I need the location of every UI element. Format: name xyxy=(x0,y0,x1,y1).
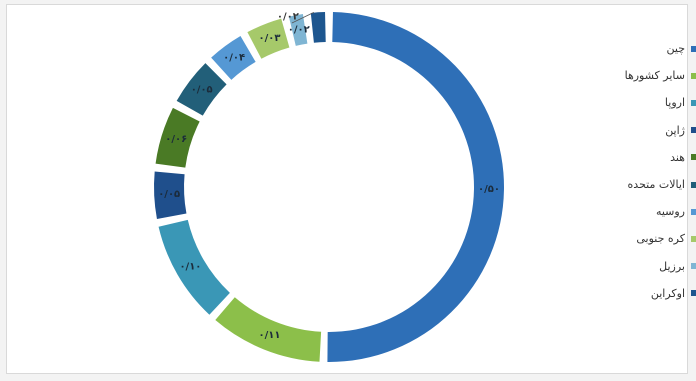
legend-label: کره جنوبی xyxy=(636,232,685,246)
leader-line xyxy=(291,11,315,24)
legend-swatch xyxy=(691,45,696,52)
legend-item-0[interactable]: چین xyxy=(607,35,696,62)
donut-slice-2[interactable] xyxy=(158,219,230,315)
data-label-8: ۰/۰۲ xyxy=(288,24,310,35)
donut-slice-4[interactable] xyxy=(155,107,200,168)
legend-label: روسیه xyxy=(655,205,685,219)
data-label-3: ۰/۰۵ xyxy=(158,189,180,200)
legend-label: هند xyxy=(670,150,685,164)
data-label-6: ۰/۰۴ xyxy=(223,53,245,64)
legend: چین سایر کشورها اروپا ژاپن هند ایالات متحده رو… xyxy=(607,35,696,307)
legend-label: سایر کشورها xyxy=(624,69,685,83)
data-label-1: ۰/۱۱ xyxy=(259,330,281,341)
donut-chart: ۰/۵۰ ۰/۱۱ ۰/۱۰ ۰/۰۵ ۰/۰۶ ۰/۰۵ ۰/۰۴ ۰/۰۳ ۰/۰۲۰/۰۲ xyxy=(153,11,504,362)
legend-item-9[interactable]: اوکراین xyxy=(607,280,696,307)
data-label-7: ۰/۰۳ xyxy=(259,33,281,44)
donut-slice-6[interactable] xyxy=(211,36,256,80)
legend-swatch xyxy=(691,72,696,79)
legend-item-7[interactable]: کره جنوبی xyxy=(607,225,696,252)
legend-item-5[interactable]: ایالات متحده xyxy=(607,171,696,198)
legend-swatch xyxy=(691,181,696,188)
legend-label: چین xyxy=(666,42,686,56)
data-label-4: ۰/۰۶ xyxy=(165,134,187,145)
legend-item-3[interactable]: ژاپن xyxy=(607,117,696,144)
legend-item-4[interactable]: هند xyxy=(607,144,696,171)
legend-swatch xyxy=(691,263,696,270)
legend-swatch xyxy=(691,235,696,242)
data-label-0: ۰/۵۰ xyxy=(478,184,500,195)
donut-slice-0[interactable] xyxy=(327,12,504,362)
legend-swatch xyxy=(691,208,696,215)
legend-swatch xyxy=(691,127,696,134)
legend-item-2[interactable]: اروپا xyxy=(607,89,696,116)
legend-item-1[interactable]: سایر کشورها xyxy=(607,62,696,89)
legend-item-6[interactable]: روسیه xyxy=(607,198,696,225)
legend-label: ژاپن xyxy=(665,123,685,137)
donut-slice-3[interactable] xyxy=(153,171,187,219)
legend-label: اروپا xyxy=(664,96,685,110)
legend-label: ایالات متحده xyxy=(627,178,685,192)
donut-slice-7[interactable] xyxy=(247,18,290,59)
legend-swatch xyxy=(691,154,696,161)
legend-swatch xyxy=(691,290,696,297)
chart-frame: ۰/۵۰ ۰/۱۱ ۰/۱۰ ۰/۰۵ ۰/۰۶ ۰/۰۵ ۰/۰۴ ۰/۰۳ ۰/۰۲ ۰/۰۲… xyxy=(6,4,696,374)
legend-item-8[interactable]: برزیل xyxy=(607,253,696,280)
legend-swatch xyxy=(691,99,696,106)
data-label-5: ۰/۰۵ xyxy=(191,85,213,96)
donut-slice-5[interactable] xyxy=(176,63,227,116)
data-label-9: ۰/۰۲ xyxy=(277,12,299,23)
donut-slice-1[interactable] xyxy=(215,297,322,362)
data-label-2: ۰/۱۰ xyxy=(179,262,201,273)
legend-label: برزیل xyxy=(659,259,685,273)
donut-slice-9[interactable] xyxy=(310,12,326,43)
legend-label: اوکراین xyxy=(650,286,685,300)
